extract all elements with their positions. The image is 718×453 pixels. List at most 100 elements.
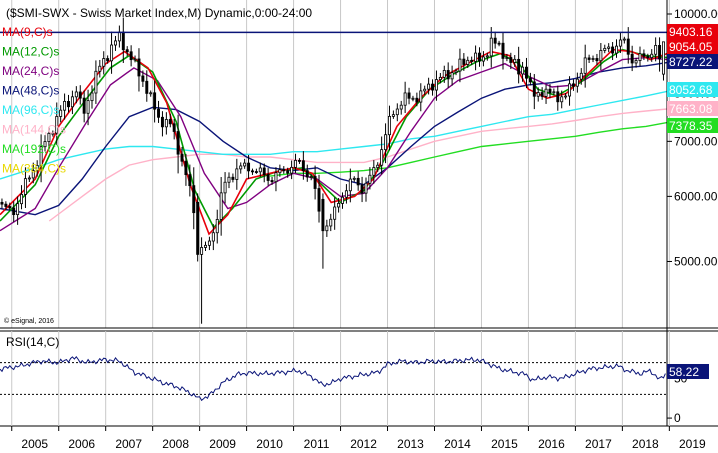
candle-body: [411, 97, 415, 100]
candle-body: [219, 192, 223, 220]
candle-body: [141, 75, 145, 82]
candle-body: [250, 170, 254, 173]
candle-body: [153, 92, 157, 110]
candle-body: [98, 65, 102, 72]
candle-body: [521, 66, 525, 75]
ma24-line: [0, 56, 667, 232]
ma-legend-item: MA(144,C)s: [2, 123, 66, 137]
candle-body: [286, 170, 290, 174]
time-tick-label: 2007: [115, 437, 142, 451]
candle-body: [387, 115, 391, 136]
candle-body: [301, 160, 305, 172]
candle-body: [258, 167, 262, 173]
time-tick-label: 2008: [162, 437, 189, 451]
candle-body: [164, 119, 168, 128]
candle-body: [121, 31, 125, 51]
candle-body: [642, 53, 646, 57]
candle-body: [325, 225, 329, 232]
candle-body: [528, 77, 532, 83]
candle-body: [305, 170, 309, 178]
candle-body: [278, 169, 282, 174]
price-tick-label: 10000.00: [674, 7, 718, 21]
candle-body: [63, 101, 67, 111]
candle-body: [188, 174, 192, 187]
candle-body: [662, 41, 665, 75]
ma-legend-item: MA(9,C)s: [2, 25, 53, 39]
candle-body: [223, 181, 227, 194]
candle-body: [0, 201, 4, 205]
candle-body: [4, 203, 8, 207]
price-tag-box: [667, 54, 718, 69]
candle-body: [450, 72, 454, 80]
price-tag-box: [667, 24, 718, 39]
candle-body: [180, 153, 184, 162]
candle-body: [207, 240, 211, 246]
candle-body: [591, 58, 595, 60]
time-axis: 2005 2006 2007 2008 2009 2010 2011 2012 2013 2014…: [11, 426, 706, 451]
candle-body: [192, 185, 196, 214]
candle-body: [341, 196, 344, 204]
candle-body: [583, 57, 587, 74]
candle-body: [113, 40, 117, 46]
candle-body: [403, 92, 407, 106]
candle-body: [254, 171, 258, 173]
candle-body: [407, 92, 411, 99]
candle-body: [438, 76, 442, 80]
candle-body: [125, 49, 129, 53]
candle-body: [380, 149, 384, 166]
time-tick-label: 2010: [256, 437, 283, 451]
price-tick-label: 6000.00: [674, 189, 718, 203]
candle-body: [344, 190, 348, 198]
candle-body: [184, 160, 188, 175]
candle-body: [196, 201, 200, 255]
ma-legend: MA(9,C)s MA(12,C)s MA(24,C)s MA(48,C)s MA(96…: [2, 25, 66, 176]
time-tick-label: 2013: [397, 437, 424, 451]
time-tick-label: 2006: [68, 437, 95, 451]
time-tick-label: 2012: [350, 437, 377, 451]
price-grid: [11, 0, 670, 328]
candle-body: [658, 45, 662, 60]
candle-body: [431, 83, 435, 91]
time-tick-label: 2016: [538, 437, 565, 451]
price-tag-value: 9054.05: [669, 40, 713, 54]
candle-body: [47, 132, 51, 143]
candle-body: [227, 176, 231, 183]
candle-body: [137, 58, 141, 77]
candle-body: [454, 70, 458, 73]
candle-body: [384, 134, 388, 151]
candle-body: [579, 72, 583, 80]
candle-body: [200, 247, 204, 255]
candle-body: [622, 38, 626, 41]
candle-body: [552, 91, 556, 94]
price-tag-value: 8052.68: [669, 83, 713, 97]
candle-body: [489, 37, 493, 57]
candle-body: [458, 58, 462, 72]
ma-legend-item: MA(192,C)s: [2, 142, 66, 156]
candle-body: [536, 92, 540, 97]
price-tag-value: 7378.35: [669, 119, 713, 133]
candle-body: [59, 109, 63, 117]
candle-body: [603, 47, 607, 51]
candle-body: [434, 79, 438, 91]
candle-body: [544, 88, 548, 97]
candle-body: [540, 92, 544, 97]
candle-body: [266, 174, 270, 181]
candle-body: [568, 83, 572, 97]
candle-body: [78, 91, 82, 99]
candle-body: [145, 80, 149, 94]
candle-body: [481, 56, 485, 62]
price-tag-box: [667, 39, 718, 54]
candle-body: [556, 91, 560, 103]
candle-body: [274, 172, 278, 183]
candle-body: [524, 66, 528, 79]
candle-body: [55, 116, 59, 134]
candle-body: [587, 57, 591, 60]
candle-body: [74, 91, 78, 98]
candle-body: [27, 177, 31, 180]
candle-body: [270, 180, 274, 183]
price-tag-value: 8727.22: [669, 55, 713, 69]
candlesticks: [0, 17, 665, 324]
candle-body: [548, 88, 552, 94]
time-tick-label: 2005: [21, 437, 48, 451]
ma-legend-item: MA(96,C)s: [2, 103, 59, 117]
